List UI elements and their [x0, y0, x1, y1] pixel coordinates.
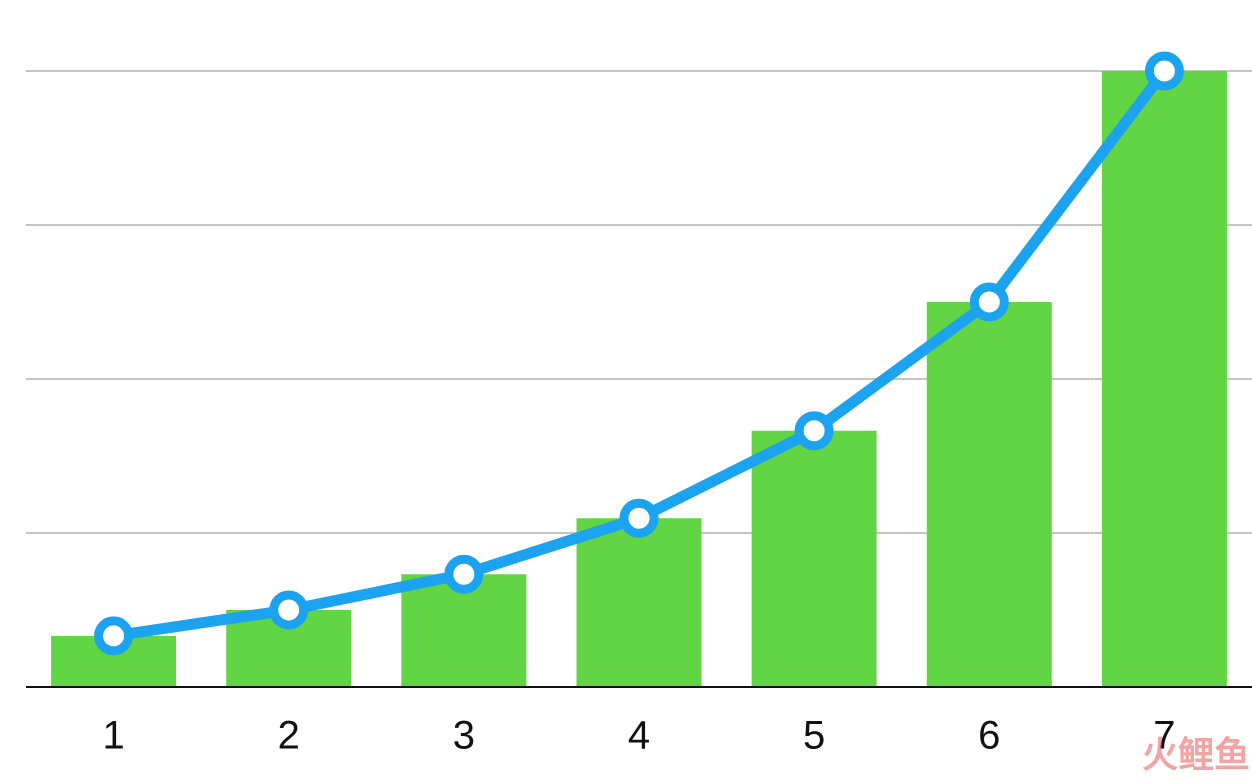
line-point	[444, 554, 484, 594]
bar	[1101, 71, 1227, 687]
line-point	[619, 498, 659, 538]
bars	[51, 71, 1227, 687]
x-tick-label: 1	[102, 714, 124, 758]
bar	[926, 302, 1052, 687]
x-tick-label: 5	[803, 714, 825, 758]
x-tick-label: 4	[628, 714, 650, 758]
line-point	[1144, 51, 1184, 91]
x-tick-label: 7	[1153, 714, 1175, 758]
labels: 1 2 3 4 5 6 7	[102, 714, 1175, 758]
line-layer	[94, 51, 1184, 656]
x-tick-label: 2	[278, 714, 300, 758]
watermark: 火鲤鱼	[1142, 735, 1250, 776]
x-tick-label: 3	[453, 714, 475, 758]
x-tick-label: 6	[978, 714, 1000, 758]
bar	[751, 430, 877, 687]
line-point	[94, 616, 134, 656]
line-point	[794, 411, 834, 451]
line-point	[269, 590, 309, 630]
line-point	[969, 282, 1009, 322]
bar	[576, 518, 702, 687]
